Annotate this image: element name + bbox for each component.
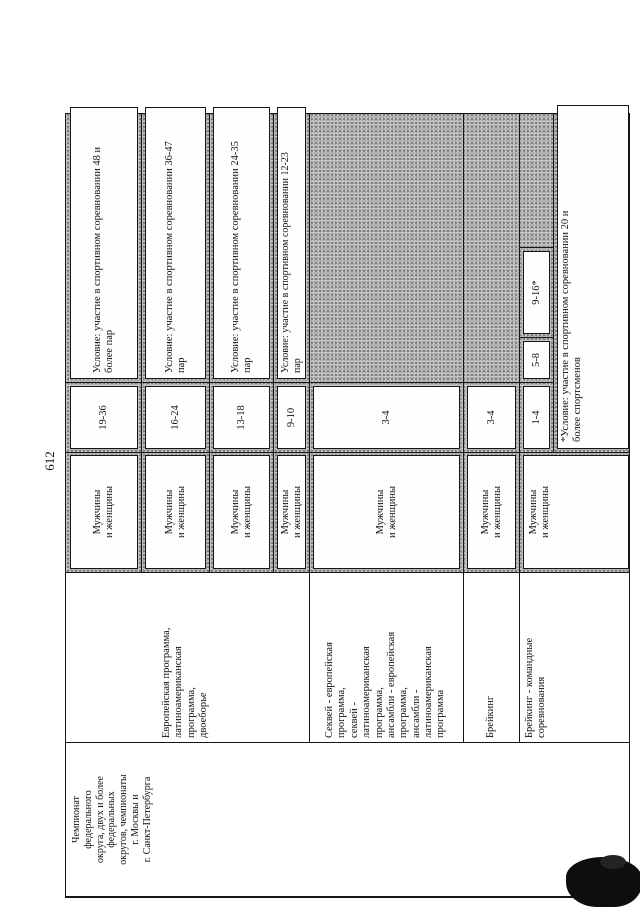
place-cell: 19-36 <box>70 386 138 449</box>
place-cell: 3-4 <box>467 386 516 449</box>
gender-cell: Мужчины и женщины <box>213 455 270 569</box>
place-cell: 1-4 <box>523 386 550 449</box>
place-cell: 9-16* <box>523 251 550 334</box>
gender-cell: Мужчины и женщины <box>277 455 306 569</box>
table-grid-line <box>519 337 553 338</box>
table-grid-line <box>519 114 520 743</box>
gender-cell: Мужчины и женщины <box>313 455 460 569</box>
table-grid-line <box>519 247 553 248</box>
place-cell: 16-24 <box>145 386 206 449</box>
condition-cell: Условие: участие в спортивном соревнован… <box>70 107 138 379</box>
table-grid-line <box>209 114 210 573</box>
gender-cell: Мужчины и женщины <box>70 455 138 569</box>
requirements-table: Чемпионат федерального округа, двух и бо… <box>65 105 630 898</box>
place-cell: 5-8 <box>523 341 550 379</box>
table-grid-line <box>66 572 629 573</box>
condition-cell: Условие: участие в спортивном соревнован… <box>145 107 206 379</box>
gender-cell: Мужчины и женщины <box>145 455 206 569</box>
table-grid-line <box>66 742 629 743</box>
gender-cell: Мужчины и женщины <box>467 455 516 569</box>
status-cell: Чемпионат федерального округа, двух и бо… <box>71 774 153 865</box>
place-cell: 3-4 <box>313 386 460 449</box>
place-cell: 13-18 <box>213 386 270 449</box>
discipline-cell: Брейкинг - командные соревнования <box>524 637 548 738</box>
discipline-cell: Брейкинг <box>485 695 496 738</box>
table-grid-line <box>273 114 274 573</box>
table-grid-line <box>463 114 464 743</box>
condition-note-cell: *Условие: участие в спортивном соревнова… <box>557 105 629 449</box>
table-grid-line <box>66 452 629 453</box>
table-grid-line <box>553 114 554 453</box>
discipline-cell: Секвей - европейская программа, секвей -… <box>324 631 447 738</box>
condition-cell: Условие: участие в спортивном соревнован… <box>213 107 270 379</box>
discipline-cell: Европейская программа, латиноамериканска… <box>161 627 210 738</box>
table-grid-line <box>309 114 310 743</box>
gender-cell: Мужчины и женщины <box>523 455 629 569</box>
condition-cell: Условие: участие в спортивном соревнован… <box>277 107 306 379</box>
table-grid-line <box>141 114 142 573</box>
page-number: 612 <box>42 451 57 471</box>
scan-artifact-blob <box>600 855 626 869</box>
place-cell: 9-10 <box>277 386 306 449</box>
